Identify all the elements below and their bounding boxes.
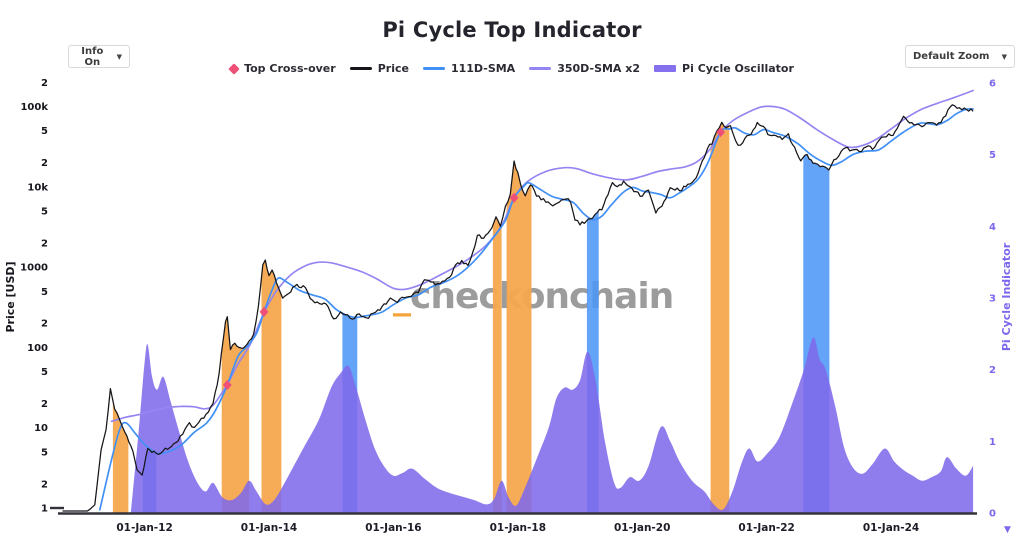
diamond-marker-icon bbox=[228, 62, 240, 75]
x-axis-tick-label: 01-Jan-24 bbox=[863, 522, 919, 534]
y-left-tick-label: 1 bbox=[41, 504, 48, 515]
350d-sma-x2-line bbox=[110, 89, 974, 423]
legend-item-label: Pi Cycle Oscillator bbox=[682, 62, 794, 75]
line-swatch-icon bbox=[422, 67, 445, 70]
top-band bbox=[506, 161, 532, 513]
y-left-tick-label: 5 bbox=[41, 287, 48, 298]
y-right-tick-label: 0 bbox=[989, 509, 996, 520]
y-left-tick-label: 5 bbox=[41, 126, 48, 137]
zoom-select-dropdown[interactable]: Default Zoom ▼ bbox=[905, 45, 1015, 68]
axis-corner-arrow-icon[interactable]: ▼ bbox=[1004, 525, 1011, 535]
y-right-tick-label: 3 bbox=[989, 293, 996, 304]
y-left-tick-label: 100 bbox=[27, 343, 48, 354]
highlight-bands bbox=[112, 122, 830, 513]
y-left-tick-label: 10 bbox=[34, 423, 48, 434]
info-toggle-dropdown[interactable]: Info On ▼ bbox=[68, 45, 130, 68]
legend-item-label: 111D-SMA bbox=[450, 62, 516, 75]
legend-item-label: Top Cross-over bbox=[244, 62, 336, 75]
chevron-down-icon: ▼ bbox=[1001, 52, 1007, 61]
top-crossover-diamond-icon[interactable] bbox=[509, 192, 519, 203]
legend-item-pi-cycle-oscillator[interactable]: Pi Cycle Oscillator bbox=[654, 62, 794, 75]
data-lines bbox=[62, 89, 974, 512]
legend: Top Cross-over Price 111D-SMA 350D-SMA x2 Pi… bbox=[0, 62, 1024, 75]
oscillator-area bbox=[130, 337, 974, 513]
top-band bbox=[261, 260, 282, 513]
line-swatch-icon bbox=[654, 65, 677, 72]
legend-item-top-cross-over[interactable]: Top Cross-over bbox=[228, 62, 336, 75]
y-right-tick-label: 4 bbox=[989, 222, 996, 233]
y-right-axis-title: Pi Cycle Indicator bbox=[1000, 242, 1013, 351]
legend-item-111d-sma[interactable]: 111D-SMA bbox=[422, 62, 516, 75]
x-axis-tick-label: 01-Jan-22 bbox=[738, 522, 794, 534]
top-band bbox=[112, 400, 129, 513]
y-right-tick-label: 5 bbox=[989, 150, 996, 161]
legend-item-label: 350D-SMA x2 bbox=[557, 62, 641, 75]
y-left-tick-label: 100k bbox=[20, 102, 48, 113]
top-crossover-diamond-icon[interactable] bbox=[716, 126, 725, 138]
x-axis-tick-label: 01-Jan-20 bbox=[614, 522, 670, 534]
top-band bbox=[492, 216, 502, 513]
zoom-select-label: Default Zoom bbox=[913, 51, 990, 62]
y-left-tick-label: 10k bbox=[27, 182, 48, 193]
x-axis-tick-label: 01-Jan-18 bbox=[490, 522, 546, 534]
y-left-tick-label: 5 bbox=[41, 206, 48, 217]
page-title: Pi Cycle Top Indicator bbox=[382, 18, 642, 42]
pi-cycle-oscillator-area bbox=[130, 337, 974, 513]
y-left-tick-label: 2 bbox=[41, 238, 48, 249]
y-left-tick-label: 1000 bbox=[20, 263, 48, 274]
x-axis-tick-label: 01-Jan-12 bbox=[116, 522, 172, 534]
legend-item-price[interactable]: Price bbox=[349, 62, 409, 75]
y-right-tick-label: 6 bbox=[989, 78, 996, 89]
y-left-tick-label: 5 bbox=[41, 367, 48, 378]
legend-item-label: Price bbox=[377, 62, 409, 75]
watermark-prefix: _ bbox=[393, 276, 411, 317]
legend-item-350d-sma-x2[interactable]: 350D-SMA x2 bbox=[529, 62, 640, 75]
111d-sma-line bbox=[98, 108, 974, 511]
y-left-axis-title: Price [USD] bbox=[4, 261, 17, 332]
y-right-tick-label: 1 bbox=[989, 437, 996, 448]
y-left-tick-label: 2 bbox=[41, 399, 48, 410]
price-line bbox=[62, 104, 974, 512]
info-toggle-label: Info On bbox=[81, 45, 104, 68]
x-axis-tick-label: 01-Jan-14 bbox=[241, 522, 297, 534]
watermark-text: checkonchain bbox=[410, 276, 673, 317]
y-left-tick-label: 2 bbox=[41, 319, 48, 330]
top-band bbox=[221, 316, 250, 513]
y-left-tick-label: 2 bbox=[41, 479, 48, 490]
y-left-tick-label: 2 bbox=[41, 158, 48, 169]
y-left-tick-label: 2 bbox=[41, 78, 48, 89]
watermark: _checkonchain bbox=[393, 276, 673, 317]
top-crossover-diamond-icon[interactable] bbox=[222, 379, 232, 391]
y-left-tick-label: 5 bbox=[41, 447, 48, 458]
line-swatch-icon bbox=[349, 67, 372, 70]
line-swatch-icon bbox=[529, 67, 552, 70]
top-band bbox=[710, 122, 730, 513]
y-right-tick-label: 2 bbox=[989, 365, 996, 376]
x-axis-tick-label: 01-Jan-16 bbox=[365, 522, 421, 534]
chevron-down-icon: ▼ bbox=[116, 52, 122, 61]
crossover-markers bbox=[222, 126, 725, 391]
top-crossover-diamond-icon[interactable] bbox=[259, 306, 269, 318]
